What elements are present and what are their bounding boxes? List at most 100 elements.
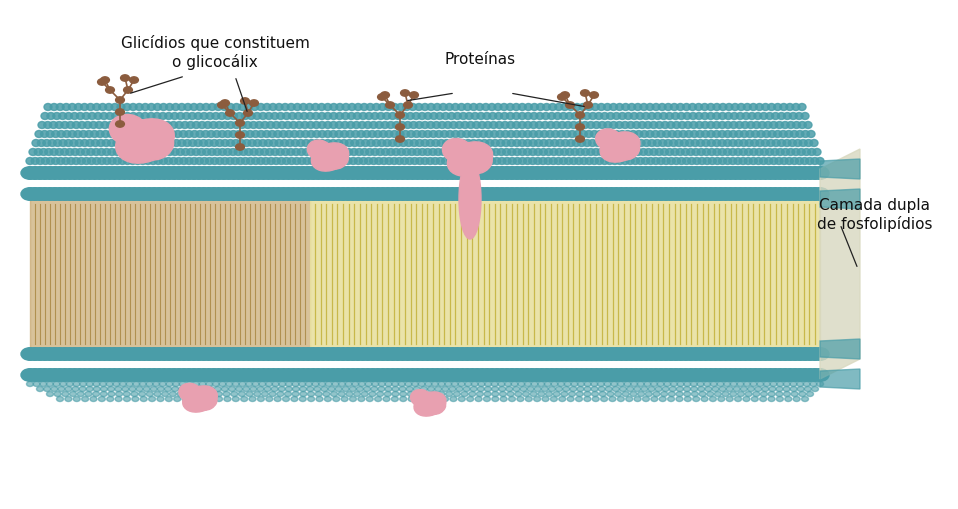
Ellipse shape <box>474 131 482 138</box>
Ellipse shape <box>603 348 621 360</box>
Ellipse shape <box>46 188 64 201</box>
Ellipse shape <box>592 122 601 129</box>
Ellipse shape <box>465 382 471 387</box>
Ellipse shape <box>118 122 126 129</box>
Ellipse shape <box>430 392 438 397</box>
Ellipse shape <box>403 103 412 109</box>
Ellipse shape <box>171 348 188 360</box>
Ellipse shape <box>59 140 67 147</box>
Ellipse shape <box>384 392 391 397</box>
Ellipse shape <box>221 158 229 165</box>
Ellipse shape <box>86 140 94 147</box>
Ellipse shape <box>721 188 740 201</box>
Ellipse shape <box>107 387 115 392</box>
Ellipse shape <box>96 348 114 360</box>
Ellipse shape <box>394 369 412 382</box>
Ellipse shape <box>495 122 503 129</box>
Ellipse shape <box>342 387 350 392</box>
Ellipse shape <box>448 140 456 147</box>
Ellipse shape <box>751 348 769 360</box>
Ellipse shape <box>397 104 404 111</box>
Ellipse shape <box>740 140 748 147</box>
Ellipse shape <box>785 397 791 402</box>
Ellipse shape <box>723 382 731 387</box>
Ellipse shape <box>573 348 590 360</box>
Ellipse shape <box>666 114 673 120</box>
Ellipse shape <box>150 149 158 156</box>
Ellipse shape <box>576 125 584 131</box>
Ellipse shape <box>193 149 200 156</box>
Ellipse shape <box>714 158 721 165</box>
Ellipse shape <box>179 382 186 387</box>
Ellipse shape <box>329 149 337 156</box>
Ellipse shape <box>121 188 138 201</box>
Ellipse shape <box>707 131 715 138</box>
Ellipse shape <box>567 369 585 382</box>
Ellipse shape <box>167 140 175 147</box>
Ellipse shape <box>691 382 697 387</box>
Ellipse shape <box>692 167 710 180</box>
Ellipse shape <box>732 369 749 382</box>
Ellipse shape <box>368 131 376 138</box>
Ellipse shape <box>375 158 383 165</box>
Ellipse shape <box>292 149 300 156</box>
Ellipse shape <box>548 348 565 360</box>
Ellipse shape <box>813 149 821 156</box>
Ellipse shape <box>627 167 645 180</box>
Ellipse shape <box>503 369 521 382</box>
Ellipse shape <box>790 382 797 387</box>
Ellipse shape <box>305 188 322 201</box>
Ellipse shape <box>46 369 64 382</box>
Ellipse shape <box>796 167 814 180</box>
Ellipse shape <box>461 122 469 129</box>
Ellipse shape <box>135 167 153 180</box>
Ellipse shape <box>130 348 148 360</box>
Ellipse shape <box>610 140 618 147</box>
Ellipse shape <box>803 382 810 387</box>
Ellipse shape <box>175 122 183 129</box>
Ellipse shape <box>726 167 744 180</box>
Ellipse shape <box>528 167 546 180</box>
Ellipse shape <box>488 167 506 180</box>
Ellipse shape <box>493 369 511 382</box>
Ellipse shape <box>262 392 268 397</box>
Ellipse shape <box>202 104 210 111</box>
Ellipse shape <box>664 140 673 147</box>
Ellipse shape <box>345 149 353 156</box>
Ellipse shape <box>108 158 116 165</box>
Ellipse shape <box>63 131 71 138</box>
Ellipse shape <box>121 348 138 360</box>
Ellipse shape <box>535 140 542 147</box>
Ellipse shape <box>616 104 624 111</box>
Ellipse shape <box>419 348 437 360</box>
Ellipse shape <box>419 188 437 201</box>
Ellipse shape <box>300 392 307 397</box>
Ellipse shape <box>239 122 246 129</box>
Ellipse shape <box>693 397 699 402</box>
Ellipse shape <box>319 167 337 180</box>
Ellipse shape <box>332 397 340 402</box>
Ellipse shape <box>318 122 326 129</box>
Ellipse shape <box>232 140 240 147</box>
Ellipse shape <box>419 149 426 156</box>
Ellipse shape <box>640 131 649 138</box>
Ellipse shape <box>85 131 93 138</box>
Ellipse shape <box>294 167 312 180</box>
Ellipse shape <box>542 188 560 201</box>
Ellipse shape <box>544 158 552 165</box>
Ellipse shape <box>74 131 81 138</box>
Ellipse shape <box>496 140 505 147</box>
Ellipse shape <box>299 348 317 360</box>
Ellipse shape <box>644 382 650 387</box>
Ellipse shape <box>80 140 89 147</box>
Ellipse shape <box>783 387 790 392</box>
Ellipse shape <box>146 369 163 382</box>
Ellipse shape <box>289 167 308 180</box>
Ellipse shape <box>553 188 571 201</box>
Ellipse shape <box>143 387 150 392</box>
Ellipse shape <box>551 140 559 147</box>
Ellipse shape <box>453 188 471 201</box>
Ellipse shape <box>657 188 675 201</box>
Ellipse shape <box>615 140 624 147</box>
Ellipse shape <box>607 188 626 201</box>
